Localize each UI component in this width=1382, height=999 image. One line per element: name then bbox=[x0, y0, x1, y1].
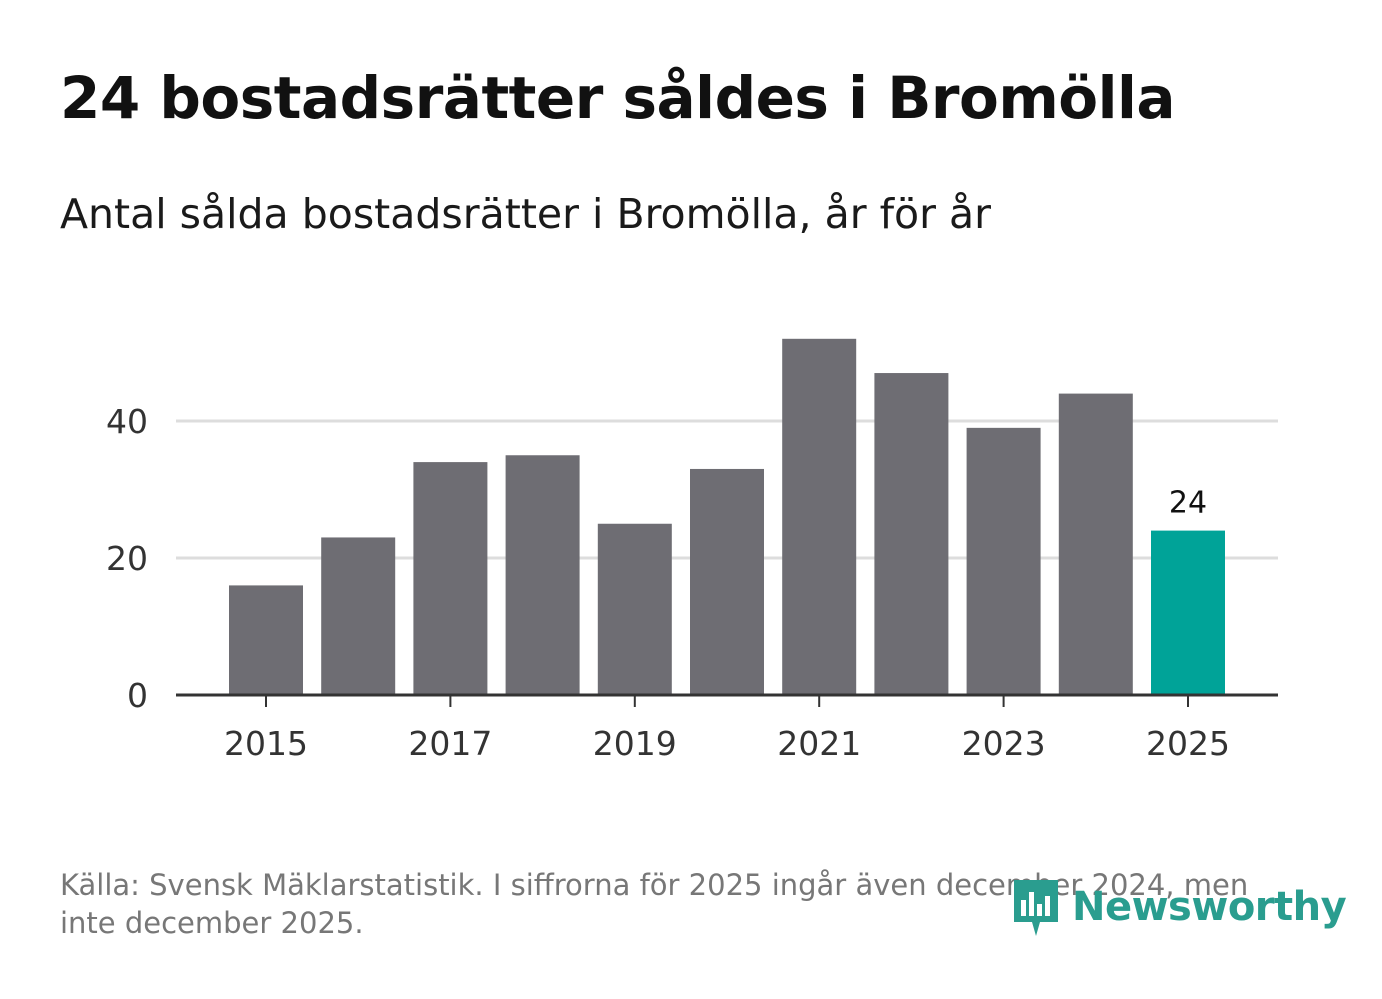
bar-2023 bbox=[966, 427, 1041, 695]
x-tick-label: 2015 bbox=[224, 724, 308, 763]
x-tick-label: 2019 bbox=[593, 724, 677, 763]
bars bbox=[229, 338, 1225, 695]
newsworthy-logo: Newsworthy bbox=[1010, 872, 1347, 942]
x-tick-label: 2017 bbox=[408, 724, 492, 763]
y-axis-ticks: 0 20 40 bbox=[106, 402, 148, 715]
bar-2022 bbox=[874, 373, 949, 695]
x-tick-label: 2021 bbox=[777, 724, 861, 763]
brand-name: Newsworthy bbox=[1072, 884, 1347, 930]
bar-2020 bbox=[690, 468, 764, 695]
bar-2016 bbox=[321, 537, 396, 695]
bar-2019 bbox=[597, 523, 672, 695]
x-axis-ticks: 2015 2017 2019 2021 2023 2025 bbox=[224, 695, 1230, 763]
bar-2024 bbox=[1058, 393, 1133, 695]
data-label: 24 bbox=[1169, 486, 1207, 521]
bar-2015 bbox=[229, 585, 303, 695]
chart-title: 24 bostadsrätter såldes i Bromölla bbox=[60, 64, 1176, 132]
bar-2017 bbox=[413, 462, 488, 695]
x-tick-label: 2025 bbox=[1146, 724, 1230, 763]
y-tick-label: 20 bbox=[106, 539, 148, 578]
y-tick-label: 40 bbox=[106, 402, 148, 441]
y-tick-label: 0 bbox=[127, 676, 148, 715]
x-tick-label: 2023 bbox=[962, 724, 1046, 763]
bar-2021 bbox=[782, 338, 857, 695]
newsworthy-logo-icon bbox=[1014, 880, 1058, 936]
bar-2025 bbox=[1151, 530, 1225, 695]
bar-chart: 0 20 40 2015 2017 2019 2021 2023 2025 24 bbox=[106, 338, 1278, 763]
bar-2018 bbox=[505, 455, 580, 695]
data-labels: 24 bbox=[1169, 486, 1207, 521]
chart-subtitle: Antal sålda bostadsrätter i Bromölla, år… bbox=[60, 190, 992, 238]
